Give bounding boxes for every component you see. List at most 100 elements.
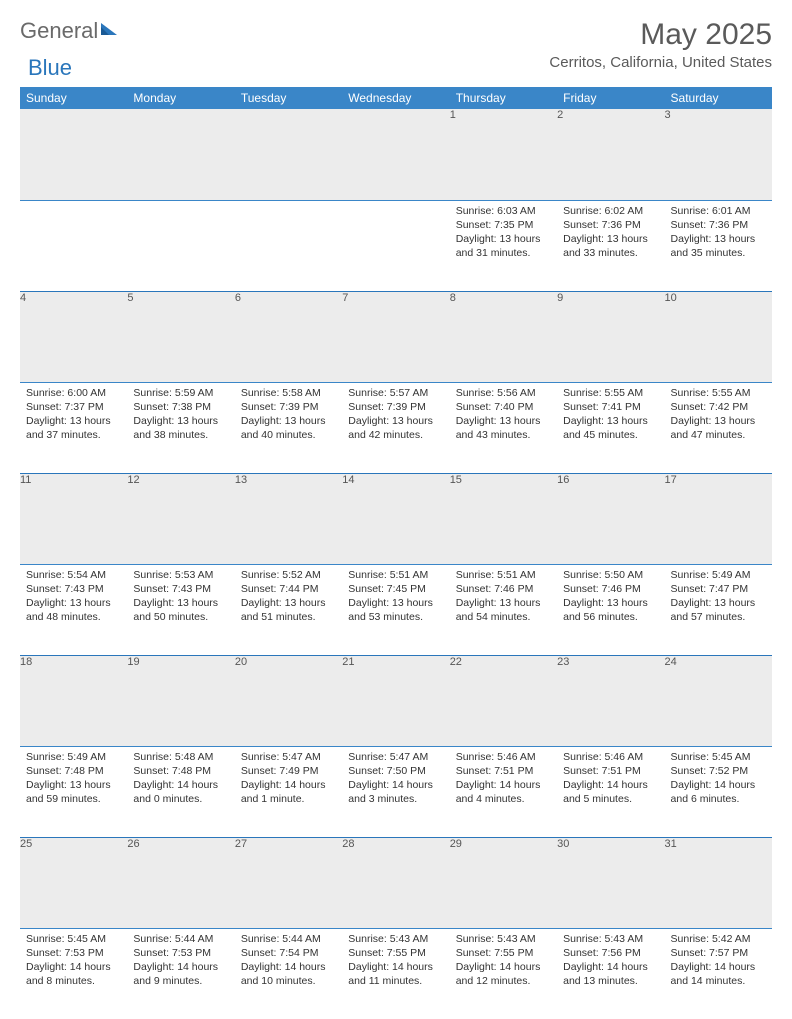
daylight-line: Daylight: 13 hours and 59 minutes. <box>26 778 121 806</box>
sunrise-line: Sunrise: 5:59 AM <box>133 386 228 400</box>
sunrise-line: Sunrise: 5:47 AM <box>348 750 443 764</box>
day-number: 21 <box>342 656 354 668</box>
day-number: 25 <box>20 838 32 850</box>
daylight-line: Daylight: 13 hours and 35 minutes. <box>671 232 766 260</box>
day-cell: Sunrise: 5:44 AMSunset: 7:54 PMDaylight:… <box>235 928 342 1019</box>
day-cell: Sunrise: 5:44 AMSunset: 7:53 PMDaylight:… <box>127 928 234 1019</box>
day-number-cell: 2 <box>557 109 664 200</box>
sunrise-line: Sunrise: 6:03 AM <box>456 204 551 218</box>
day-cell: Sunrise: 5:55 AMSunset: 7:41 PMDaylight:… <box>557 382 664 473</box>
col-sunday: Sunday <box>20 87 127 109</box>
day-content: Sunrise: 5:51 AMSunset: 7:46 PMDaylight:… <box>450 565 557 629</box>
daylight-line: Daylight: 13 hours and 40 minutes. <box>241 414 336 442</box>
day-number: 13 <box>235 474 247 486</box>
sunset-line: Sunset: 7:57 PM <box>671 946 766 960</box>
day-cell: Sunrise: 5:49 AMSunset: 7:47 PMDaylight:… <box>665 564 772 655</box>
logo-text-blue: Blue <box>28 55 72 81</box>
sunset-line: Sunset: 7:46 PM <box>456 582 551 596</box>
day-number-cell <box>235 109 342 200</box>
calendar-table: Sunday Monday Tuesday Wednesday Thursday… <box>20 87 772 1019</box>
day-number: 28 <box>342 838 354 850</box>
location-label: Cerritos, California, United States <box>549 54 772 71</box>
sunrise-line: Sunrise: 5:48 AM <box>133 750 228 764</box>
day-number-cell: 17 <box>665 473 772 564</box>
content-row: Sunrise: 6:00 AMSunset: 7:37 PM Daylight:… <box>20 382 772 473</box>
sunrise-line: Sunrise: 5:52 AM <box>241 568 336 582</box>
day-number: 20 <box>235 656 247 668</box>
daynum-row: 18192021222324 <box>20 655 772 746</box>
sunset-line: Sunset: 7:36 PM <box>563 218 658 232</box>
day-number-cell: 10 <box>665 291 772 382</box>
sunset-line: Sunset: 7:56 PM <box>563 946 658 960</box>
sunrise-line: Sunrise: 5:55 AM <box>563 386 658 400</box>
day-cell: Sunrise: 5:48 AMSunset: 7:48 PMDaylight:… <box>127 746 234 837</box>
day-number: 7 <box>342 292 348 304</box>
col-wednesday: Wednesday <box>342 87 449 109</box>
day-number-cell: 23 <box>557 655 664 746</box>
day-number-cell: 18 <box>20 655 127 746</box>
day-content: Sunrise: 5:50 AMSunset: 7:46 PMDaylight:… <box>557 565 664 629</box>
day-cell <box>20 200 127 291</box>
col-thursday: Thursday <box>450 87 557 109</box>
sunrise-line: Sunrise: 5:43 AM <box>456 932 551 946</box>
day-number: 6 <box>235 292 241 304</box>
day-content: Sunrise: 5:56 AMSunset: 7:40 PMDaylight:… <box>450 383 557 447</box>
sunset-line: Sunset: 7:54 PM <box>241 946 336 960</box>
day-content: Sunrise: 5:48 AMSunset: 7:48 PMDaylight:… <box>127 747 234 811</box>
daylight-line: Daylight: 14 hours and 8 minutes. <box>26 960 121 988</box>
sunrise-line: Sunrise: 6:02 AM <box>563 204 658 218</box>
day-number: 23 <box>557 656 569 668</box>
day-cell: Sunrise: 5:43 AMSunset: 7:55 PMDaylight:… <box>342 928 449 1019</box>
day-content: Sunrise: 5:47 AMSunset: 7:49 PMDaylight:… <box>235 747 342 811</box>
sunrise-line: Sunrise: 5:50 AM <box>563 568 658 582</box>
day-number-cell: 24 <box>665 655 772 746</box>
day-number: 1 <box>450 109 456 121</box>
day-cell: Sunrise: 5:43 AMSunset: 7:55 PMDaylight:… <box>450 928 557 1019</box>
sunrise-line: Sunrise: 5:43 AM <box>348 932 443 946</box>
daylight-line: Daylight: 13 hours and 47 minutes. <box>671 414 766 442</box>
day-cell: Sunrise: 5:58 AMSunset: 7:39 PMDaylight:… <box>235 382 342 473</box>
sunrise-line: Sunrise: 5:45 AM <box>26 932 121 946</box>
daylight-line: Daylight: 13 hours and 31 minutes. <box>456 232 551 260</box>
day-cell: Sunrise: 5:55 AMSunset: 7:42 PMDaylight:… <box>665 382 772 473</box>
col-monday: Monday <box>127 87 234 109</box>
daynum-row: 45678910 <box>20 291 772 382</box>
daylight-line: Daylight: 14 hours and 5 minutes. <box>563 778 658 806</box>
day-content: Sunrise: 5:43 AMSunset: 7:55 PMDaylight:… <box>450 929 557 993</box>
day-number-cell: 11 <box>20 473 127 564</box>
day-number-cell: 26 <box>127 837 234 928</box>
day-content: Sunrise: 5:55 AMSunset: 7:42 PMDaylight:… <box>665 383 772 447</box>
daylight-line: Daylight: 14 hours and 11 minutes. <box>348 960 443 988</box>
day-number-cell: 4 <box>20 291 127 382</box>
day-number-cell: 29 <box>450 837 557 928</box>
day-content: Sunrise: 5:45 AMSunset: 7:53 PMDaylight:… <box>20 929 127 993</box>
day-number-cell: 20 <box>235 655 342 746</box>
sunrise-line: Sunrise: 5:45 AM <box>671 750 766 764</box>
day-number-cell: 30 <box>557 837 664 928</box>
sunset-line: Sunset: 7:53 PM <box>26 946 121 960</box>
col-saturday: Saturday <box>665 87 772 109</box>
daylight-line: Daylight: 14 hours and 0 minutes. <box>133 778 228 806</box>
day-number-cell: 22 <box>450 655 557 746</box>
sunset-line: Sunset: 7:48 PM <box>133 764 228 778</box>
sunrise-line: Sunrise: 5:49 AM <box>671 568 766 582</box>
sunrise-line: Sunrise: 5:49 AM <box>26 750 121 764</box>
sunset-line: Sunset: 7:37 PM <box>26 400 121 414</box>
day-content: Sunrise: 5:44 AMSunset: 7:53 PMDaylight:… <box>127 929 234 993</box>
daylight-line: Daylight: 14 hours and 1 minute. <box>241 778 336 806</box>
day-number: 9 <box>557 292 563 304</box>
col-friday: Friday <box>557 87 664 109</box>
sunset-line: Sunset: 7:45 PM <box>348 582 443 596</box>
day-number-cell: 7 <box>342 291 449 382</box>
day-number-cell: 13 <box>235 473 342 564</box>
sunrise-line: Sunrise: 5:53 AM <box>133 568 228 582</box>
day-content: Sunrise: 5:59 AMSunset: 7:38 PMDaylight:… <box>127 383 234 447</box>
content-row: Sunrise: 6:03 AMSunset: 7:35 PMDaylight:… <box>20 200 772 291</box>
daylight-line: Daylight: 13 hours and 53 minutes. <box>348 596 443 624</box>
day-content: Sunrise: 5:51 AMSunset: 7:45 PMDaylight:… <box>342 565 449 629</box>
sunrise-line: Sunrise: 6:00 AM <box>26 386 121 400</box>
daylight-line: Daylight: 13 hours and 48 minutes. <box>26 596 121 624</box>
day-number: 30 <box>557 838 569 850</box>
sunset-line: Sunset: 7:55 PM <box>348 946 443 960</box>
day-cell: Sunrise: 5:46 AMSunset: 7:51 PMDaylight:… <box>450 746 557 837</box>
